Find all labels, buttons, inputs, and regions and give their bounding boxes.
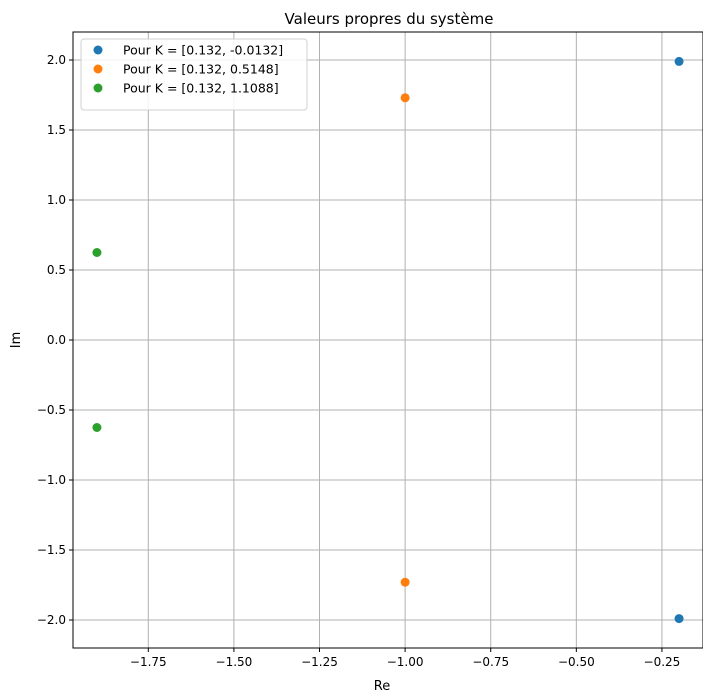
- y-axis-ticks: −2.0 −1.5 −1.0 −0.5 0.0 0.5 1.0 1.5 2.0: [37, 53, 73, 627]
- y-tick-label: 1.0: [47, 193, 66, 207]
- eigenvalue-point: [92, 248, 102, 257]
- x-tick-label: −1.25: [301, 655, 338, 669]
- legend-box: [80, 38, 308, 111]
- eigenvalue-point: [400, 577, 410, 587]
- x-axis-label: Re: [374, 679, 390, 694]
- y-tick-label: 2.0: [47, 53, 66, 67]
- legend-label: Pour K = [0.132, 0.5148]: [123, 62, 279, 77]
- eigenvalue-point: [400, 93, 410, 103]
- legend: Pour K = [0.132, -0.0132] Pour K = [0.132…: [80, 38, 308, 111]
- y-tick-label: −2.0: [37, 613, 66, 627]
- y-tick-label: 1.5: [47, 123, 66, 137]
- chart-title: Valeurs propres du système: [285, 10, 494, 28]
- eigenvalue-point: [92, 423, 102, 432]
- eigenvalue-point: [674, 614, 684, 624]
- x-axis-ticks: −1.75 −1.50 −1.25 −1.00 −0.75 −0.50 −0.25: [130, 648, 680, 669]
- x-tick-label: −0.50: [558, 655, 595, 669]
- data-points: [92, 56, 684, 624]
- y-tick-label: 0.0: [47, 333, 66, 347]
- y-axis-label: Im: [9, 332, 24, 349]
- y-tick-label: −1.5: [37, 543, 66, 557]
- legend-label: Pour K = [0.132, -0.0132]: [123, 43, 283, 58]
- grid: [73, 32, 703, 648]
- legend-label: Pour K = [0.132, 1.1088]: [123, 81, 279, 96]
- x-tick-label: −1.50: [216, 655, 253, 669]
- legend-marker: [93, 83, 103, 93]
- x-tick-label: −0.25: [644, 655, 681, 669]
- x-tick-label: −0.75: [472, 655, 509, 669]
- eigenvalue-point: [674, 56, 684, 66]
- y-tick-label: −0.5: [37, 403, 66, 417]
- legend-marker: [93, 64, 103, 74]
- y-tick-label: −1.0: [37, 473, 66, 487]
- y-tick-label: 0.5: [47, 263, 66, 277]
- x-tick-label: −1.75: [130, 655, 167, 669]
- legend-marker: [93, 45, 103, 55]
- x-tick-label: −1.00: [387, 655, 424, 669]
